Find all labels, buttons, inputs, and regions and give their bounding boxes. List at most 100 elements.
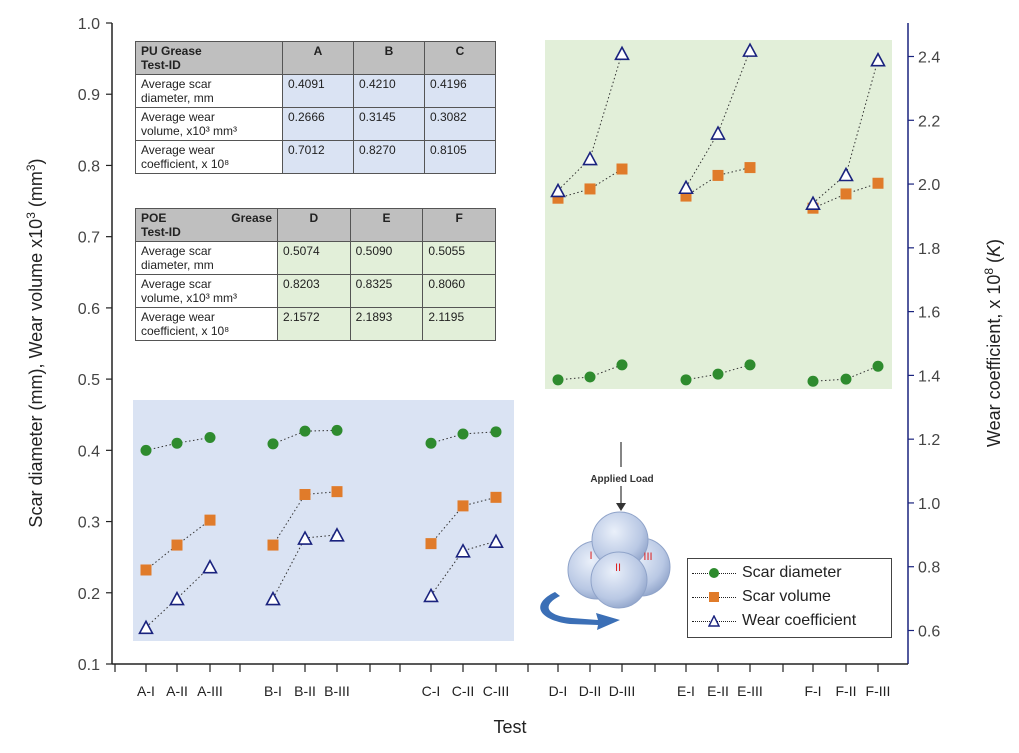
series-connector-line [272, 491, 338, 546]
right-tick-label: 2.2 [918, 113, 940, 130]
table-row: Average scar volume, x10³ mm³ 0.8203 0.83… [135, 274, 496, 308]
right-tick-label: 1.4 [918, 368, 940, 385]
cell-value: 0.8325 [349, 274, 424, 308]
legend-circle-marker [709, 568, 719, 578]
left-tick-label: 0.9 [78, 87, 100, 104]
scar-diameter-point [140, 444, 152, 456]
scar-volume-point [616, 163, 628, 175]
ball-label-ii: II [615, 562, 621, 574]
x-tick-label: F-II [836, 683, 857, 699]
series-layer [138, 42, 886, 635]
wear-coefficient-point [138, 619, 154, 635]
wear-coefficient-point [582, 150, 598, 166]
left-axis-title: Scar diameter (mm), Wear volume x103 (mm… [24, 158, 46, 527]
legend-label: Scar volume [742, 588, 831, 605]
left-tick-label: 1.0 [78, 16, 100, 33]
x-tick-label: B-I [264, 683, 282, 699]
pu-table-header: PU Grease Test-ID A B C [135, 41, 496, 75]
scar-volume-point [680, 190, 692, 202]
x-tick-label: C-II [452, 683, 475, 699]
scar-volume-point [457, 500, 469, 512]
pu-header-c: C [424, 41, 496, 75]
right-tick-label: 2.4 [918, 50, 940, 67]
poe-table-header: POE Grease Test-ID D E F [135, 208, 496, 242]
wear-coefficient-point [742, 42, 758, 57]
scar-volume-point [490, 491, 502, 503]
cell-value: 0.5074 [277, 241, 351, 275]
left-tick-label: 0.2 [78, 586, 100, 603]
left-tick-label: 0.5 [78, 372, 100, 389]
x-tick-label: E-III [737, 683, 763, 699]
legend-square-marker [709, 592, 719, 602]
left-tick-label: 0.1 [78, 657, 100, 674]
ball-label-i: I [589, 550, 592, 562]
right-tick-label: 1.2 [918, 432, 940, 449]
cell-value: 0.7012 [282, 140, 354, 174]
row-label: Average wear coefficient, x 10⁸ [135, 140, 283, 174]
series-connector-line [145, 566, 211, 628]
x-tick-label: A-II [166, 683, 188, 699]
right-tick-label: 1.0 [918, 496, 940, 513]
wear-coefficient-point [329, 527, 345, 542]
x-tick-label: F-III [866, 683, 891, 699]
right-tick-label: 1.6 [918, 305, 940, 322]
cell-value: 0.2666 [282, 107, 354, 141]
right-tick-label: 0.8 [918, 560, 940, 577]
x-tick-label: A-I [137, 683, 155, 699]
scar-volume-point [204, 514, 216, 526]
right-tick-label: 1.8 [918, 241, 940, 258]
scar-diameter-point [616, 359, 628, 371]
scar-volume-point [744, 162, 756, 174]
scar-diameter-point [457, 428, 469, 440]
x-tick-label: E-II [707, 683, 729, 699]
right-tick-label: 2.0 [918, 177, 940, 194]
scar-diameter-point [204, 432, 216, 444]
cell-value: 2.1572 [277, 307, 351, 341]
wear-coefficient-point [678, 179, 694, 195]
scar-diameter-point [840, 373, 852, 385]
scar-diameter-point [680, 374, 692, 386]
wear-coefficient-point [297, 530, 313, 545]
left-tick-label: 0.7 [78, 230, 100, 247]
right-tick-label: 0.6 [918, 624, 940, 641]
scar-diameter-point [807, 375, 819, 387]
wear-coefficient-point [455, 543, 471, 558]
legend-label: Wear coefficient [742, 612, 857, 629]
pu-header-b: B [353, 41, 425, 75]
left-tick-label: 0.8 [78, 158, 100, 175]
scar-diameter-point [425, 437, 437, 449]
x-axis-title: Test [493, 717, 526, 737]
scar-volume-point [872, 177, 884, 189]
poe-header-label: POE Grease Test-ID [135, 208, 278, 242]
left-tick-label: 0.4 [78, 443, 100, 460]
wear-coefficient-point [169, 590, 185, 606]
cell-value: 0.4196 [424, 74, 496, 108]
scar-volume-point [267, 539, 279, 551]
legend-item: Scar volume [688, 586, 888, 608]
poe-header-d: D [277, 208, 351, 242]
scar-volume-point [331, 486, 343, 498]
legend-triangle-marker [708, 615, 720, 627]
poe-header-e: E [349, 208, 424, 242]
wear-coefficient-point [423, 587, 439, 603]
scar-volume-point [712, 169, 724, 181]
x-tick-label: B-II [294, 683, 316, 699]
table-row: Average wear coefficient, x 10⁸ 0.7012 0.… [135, 140, 496, 174]
legend: Scar diameter Scar volume Wear coefficie… [687, 558, 892, 638]
wear-coefficient-point [805, 195, 821, 210]
cell-value: 0.8203 [277, 274, 351, 308]
series-connector-line [685, 49, 751, 188]
x-tick-label: A-III [197, 683, 223, 699]
cell-value: 2.1195 [422, 307, 496, 341]
row-label: Average scar diameter, mm [135, 241, 278, 275]
series-connector-line [685, 167, 751, 197]
wear-coefficient-point [202, 559, 218, 574]
pu-grease-table: PU Grease Test-ID A B C Average scar diame… [135, 41, 496, 174]
wear-coefficient-point [265, 590, 281, 606]
legend-item: Scar diameter [688, 562, 888, 584]
wear-coefficient-point [488, 533, 504, 549]
x-tick-label: B-III [324, 683, 350, 699]
scar-diameter-point [584, 371, 596, 383]
wear-coefficient-point [614, 45, 630, 61]
